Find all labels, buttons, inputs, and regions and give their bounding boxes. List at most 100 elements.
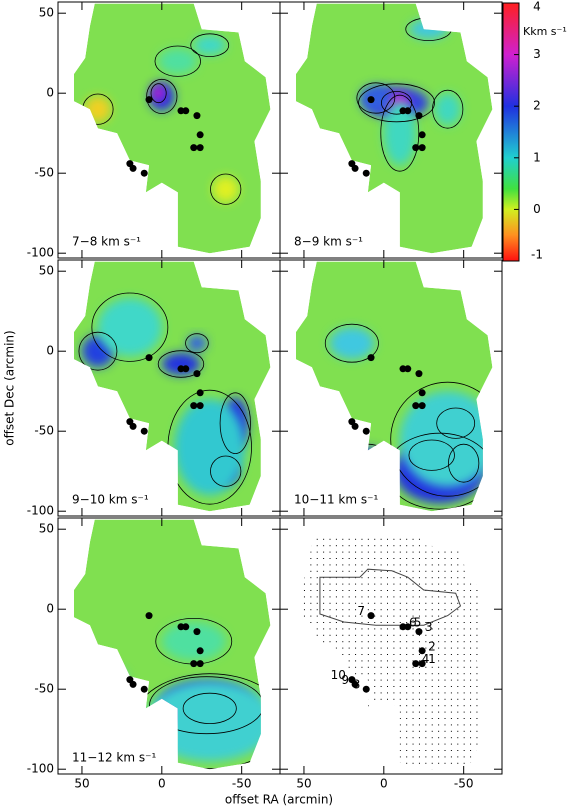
grid-point bbox=[457, 602, 459, 604]
map bbox=[73, 261, 271, 512]
grid-point bbox=[425, 692, 427, 694]
grid-point bbox=[367, 654, 369, 655]
grid-point bbox=[400, 769, 401, 770]
grid-point bbox=[438, 609, 440, 611]
y-tick-label: -100 bbox=[27, 246, 54, 260]
grid-point bbox=[342, 692, 344, 694]
grid-point bbox=[399, 545, 401, 547]
grid-point bbox=[412, 673, 414, 675]
grid-point bbox=[335, 564, 337, 566]
grid-point bbox=[425, 718, 427, 719]
grid-point bbox=[361, 558, 363, 559]
grid-point bbox=[310, 538, 312, 540]
grid-point bbox=[476, 615, 478, 617]
grid-point bbox=[335, 647, 337, 649]
grid-point bbox=[412, 615, 414, 617]
grid-point bbox=[463, 641, 465, 643]
grid-point bbox=[418, 756, 420, 758]
grid-point bbox=[316, 724, 318, 726]
grid-point bbox=[431, 660, 433, 662]
grid-point bbox=[380, 641, 382, 643]
grid-point bbox=[438, 686, 440, 687]
emission-blob bbox=[351, 456, 368, 470]
panel: 10−11 km s⁻¹ bbox=[279, 259, 503, 517]
grid-point bbox=[438, 558, 440, 559]
grid-point bbox=[380, 583, 382, 585]
grid-point bbox=[348, 551, 350, 553]
source bbox=[399, 623, 407, 631]
grid-point bbox=[431, 750, 433, 751]
grid-point bbox=[335, 558, 337, 559]
grid-point bbox=[355, 622, 357, 623]
grid-point bbox=[425, 679, 427, 681]
grid-point bbox=[431, 609, 433, 611]
grid-point bbox=[418, 596, 420, 598]
grid-point bbox=[412, 654, 414, 655]
grid-point bbox=[310, 711, 312, 713]
grid-point bbox=[463, 718, 465, 719]
source bbox=[196, 389, 204, 397]
grid-point bbox=[476, 590, 478, 591]
grid-point bbox=[444, 730, 446, 732]
grid-point bbox=[476, 622, 478, 623]
grid-point bbox=[438, 577, 440, 579]
grid-point bbox=[457, 583, 459, 585]
contour bbox=[157, 350, 205, 378]
grid-point bbox=[457, 769, 458, 770]
grid-point bbox=[323, 538, 325, 540]
grid-point bbox=[470, 730, 472, 732]
grid-point bbox=[374, 654, 376, 655]
grid-point bbox=[450, 577, 452, 579]
grid-point bbox=[323, 660, 325, 662]
grid-point bbox=[393, 634, 395, 636]
grid-point bbox=[316, 583, 318, 585]
grid-point bbox=[342, 705, 344, 707]
grid-point bbox=[374, 564, 376, 566]
grid-point bbox=[303, 666, 305, 668]
grid-point bbox=[450, 609, 452, 611]
grid-point bbox=[476, 583, 478, 585]
y-tick-label: 50 bbox=[39, 264, 54, 278]
grid-point bbox=[431, 762, 433, 764]
grid-point bbox=[361, 743, 363, 745]
grid-point bbox=[406, 602, 408, 604]
grid-point bbox=[463, 705, 465, 707]
grid-point bbox=[412, 711, 414, 713]
y-tick-label: 50 bbox=[39, 522, 54, 536]
grid-point bbox=[431, 602, 433, 604]
grid-point bbox=[399, 743, 401, 745]
grid-point bbox=[406, 679, 408, 681]
contour bbox=[146, 78, 178, 114]
grid-point bbox=[355, 545, 357, 547]
grid-point bbox=[425, 724, 427, 726]
grid-point bbox=[380, 660, 382, 662]
source bbox=[412, 660, 420, 668]
grid-point bbox=[399, 634, 401, 636]
grid-point bbox=[361, 564, 363, 566]
grid-point bbox=[450, 679, 452, 681]
grid-point bbox=[387, 705, 389, 707]
grid-point bbox=[361, 622, 363, 623]
grid-point bbox=[335, 551, 337, 553]
grid-point bbox=[418, 634, 420, 636]
grid-point bbox=[399, 750, 401, 751]
grid-point bbox=[412, 762, 414, 764]
grid-point bbox=[418, 698, 420, 700]
grid-point bbox=[342, 564, 344, 566]
grid-point bbox=[316, 660, 318, 662]
grid-point bbox=[387, 686, 389, 687]
source bbox=[145, 612, 153, 620]
grid-point bbox=[470, 705, 472, 707]
grid-point bbox=[425, 769, 426, 770]
grid-point bbox=[399, 596, 401, 598]
grid-point bbox=[425, 558, 427, 559]
grid-point bbox=[342, 538, 344, 540]
grid-point bbox=[303, 654, 305, 655]
grid-point bbox=[310, 743, 312, 745]
grid-point bbox=[323, 558, 325, 559]
emission-blob bbox=[101, 668, 127, 694]
grid-point bbox=[323, 718, 325, 719]
grid-point bbox=[367, 590, 369, 591]
grid-point bbox=[457, 724, 459, 726]
